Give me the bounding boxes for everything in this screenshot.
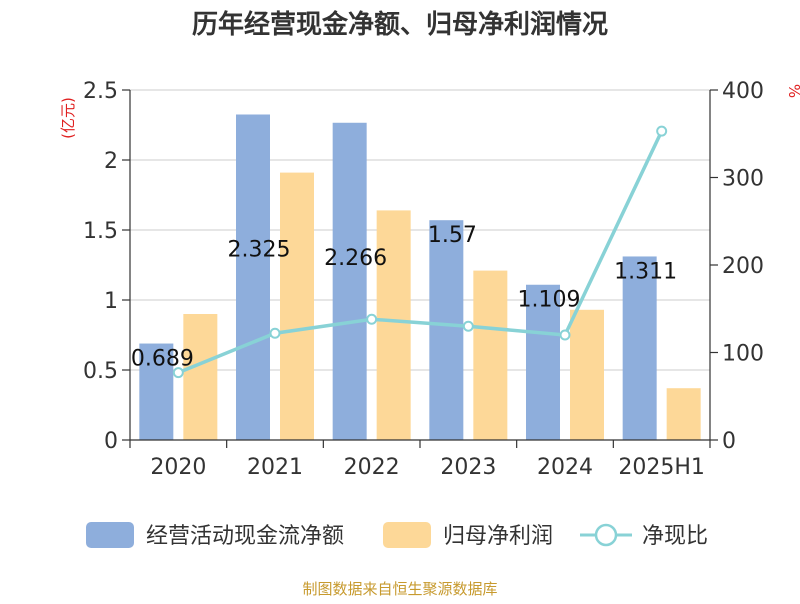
bar-cashflow — [236, 114, 270, 440]
x-tick-label: 2025H1 — [618, 455, 705, 480]
bar-net-profit — [473, 270, 508, 440]
left-tick-label: 1.5 — [83, 219, 118, 244]
x-tick-label: 2022 — [344, 455, 400, 480]
left-tick-label: 0.5 — [83, 359, 118, 384]
left-tick-label: 2 — [104, 149, 118, 174]
bar-net-profit — [376, 210, 411, 440]
bar-value-label: 0.689 — [131, 347, 194, 372]
legend: 经营活动现金流净额 归母净利润 净现比 — [86, 522, 708, 549]
bar-cashflow — [429, 220, 464, 440]
right-tick-label: 0 — [722, 429, 736, 454]
bar-net-profit — [570, 309, 604, 440]
legend-swatch — [383, 522, 431, 548]
right-tick-label: 300 — [722, 167, 764, 192]
ratio-point — [366, 313, 378, 325]
ratio-point — [559, 329, 571, 341]
ratio-line-path — [177, 130, 664, 375]
bar-value-label: 1.57 — [428, 223, 477, 248]
bar-cashflow — [622, 256, 657, 440]
bar-net-profit — [666, 388, 701, 440]
legend-label: 经营活动现金流净额 — [146, 524, 344, 549]
right-axis-unit: % — [785, 84, 800, 98]
right-tick-label: 200 — [722, 254, 764, 279]
x-tick-label: 2024 — [537, 455, 593, 480]
bar-cashflow — [526, 284, 560, 440]
left-tick-label: 1 — [104, 289, 118, 314]
ratio-line — [172, 125, 668, 379]
legend-item-2[interactable]: 净现比 — [580, 523, 708, 549]
left-tick-label: 2.5 — [83, 79, 118, 104]
right-tick-label: 400 — [722, 79, 764, 104]
bar-value-label: 1.109 — [518, 288, 581, 313]
bar-net-profit — [280, 172, 314, 440]
bar-value-label: 2.266 — [324, 246, 387, 271]
legend-swatch — [86, 522, 134, 548]
ratio-point — [172, 367, 184, 379]
bars — [139, 114, 701, 440]
data-labels: 0.689 2.325 2.266 1.57 1.109 1.311 — [131, 223, 677, 371]
axes: 0 0.5 1 1.5 2 2.5 0 100 200 300 400 2020 2021 2022 202… — [83, 79, 764, 480]
legend-label: 净现比 — [642, 524, 708, 549]
left-tick-label: 0 — [104, 429, 118, 454]
ratio-point — [656, 125, 668, 137]
legend-item-1[interactable]: 归母净利润 — [383, 522, 553, 549]
legend-swatch-marker — [594, 523, 618, 547]
bar-value-label: 2.325 — [228, 238, 291, 263]
source-note: 制图数据来自恒生聚源数据库 — [302, 580, 497, 598]
ratio-point — [269, 327, 281, 339]
right-tick-label: 100 — [722, 342, 764, 367]
legend-label: 归母净利润 — [443, 524, 553, 549]
bar-cashflow — [139, 343, 174, 440]
grid-lines — [130, 89, 710, 371]
x-tick-label: 2020 — [150, 455, 206, 480]
chart-title: 历年经营现金净额、归母净利润情况 — [192, 9, 608, 40]
ratio-point — [462, 320, 474, 332]
left-axis-unit: (亿元) — [59, 97, 77, 139]
bar-cashflow — [332, 122, 367, 440]
bar-value-label: 1.311 — [614, 259, 677, 284]
x-tick-label: 2023 — [440, 455, 496, 480]
x-tick-label: 2021 — [247, 455, 303, 480]
bar-net-profit — [183, 314, 218, 440]
legend-item-0[interactable]: 经营活动现金流净额 — [86, 522, 344, 549]
